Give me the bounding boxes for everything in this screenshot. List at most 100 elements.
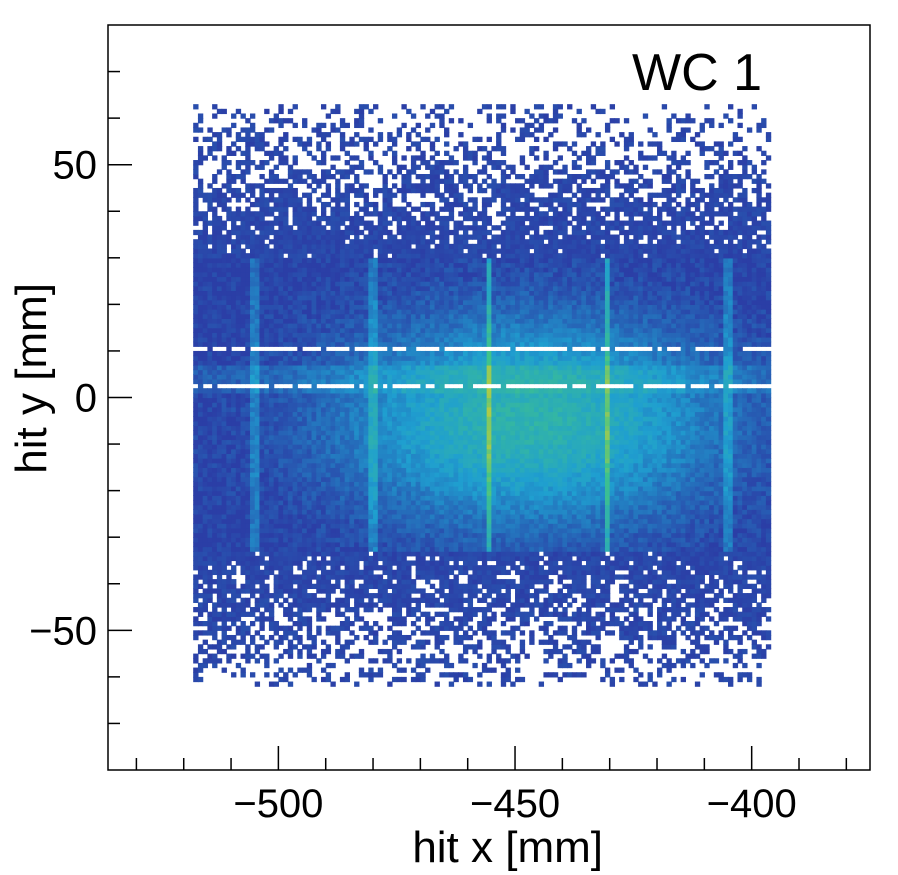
heatmap-bin bbox=[533, 569, 540, 576]
heatmap-bin bbox=[358, 453, 365, 459]
heatmap-bin bbox=[363, 476, 369, 482]
heatmap-bin bbox=[396, 504, 403, 510]
heatmap-bin bbox=[685, 485, 691, 492]
heatmap-bin bbox=[671, 630, 677, 636]
heatmap-bin bbox=[283, 532, 289, 538]
heatmap-bin bbox=[765, 569, 772, 576]
heatmap-bin bbox=[396, 658, 403, 664]
heatmap-bin bbox=[756, 607, 762, 613]
heatmap-bin bbox=[746, 499, 753, 506]
heatmap-bin bbox=[354, 476, 360, 482]
heatmap-bin bbox=[652, 490, 658, 496]
heatmap-bin bbox=[373, 448, 379, 454]
heatmap-bin bbox=[235, 523, 242, 529]
heatmap-bin bbox=[316, 583, 322, 590]
heatmap-bin bbox=[756, 662, 762, 669]
heatmap-bin bbox=[515, 495, 521, 501]
heatmap-bin bbox=[586, 611, 592, 617]
heatmap-bin bbox=[226, 602, 232, 608]
heatmap-bin bbox=[557, 439, 563, 445]
heatmap-bin bbox=[202, 458, 208, 464]
heatmap-bin bbox=[638, 625, 644, 631]
heatmap-bin bbox=[235, 467, 242, 473]
heatmap-bin bbox=[434, 485, 440, 492]
heatmap-bin bbox=[254, 523, 261, 529]
heatmap-bin bbox=[718, 672, 724, 678]
heatmap-bin bbox=[510, 583, 516, 590]
heatmap-bin bbox=[713, 472, 720, 478]
heatmap-bin bbox=[590, 541, 597, 548]
heatmap-bin bbox=[756, 509, 762, 515]
heatmap-bin bbox=[538, 537, 545, 543]
heatmap-bin bbox=[628, 448, 634, 454]
heatmap-bin bbox=[732, 448, 739, 454]
heatmap-bin bbox=[387, 509, 393, 515]
heatmap-bin bbox=[458, 537, 464, 543]
heatmap-bin bbox=[396, 467, 403, 473]
heatmap-bin bbox=[538, 485, 545, 492]
heatmap-bin bbox=[273, 453, 279, 459]
heatmap-bin bbox=[657, 527, 663, 534]
heatmap-bin bbox=[467, 597, 474, 603]
heatmap-bin bbox=[415, 472, 421, 478]
heatmap-bin bbox=[742, 518, 748, 524]
heatmap-bin bbox=[358, 672, 365, 678]
heatmap-bin bbox=[202, 472, 208, 478]
heatmap-bin bbox=[628, 513, 634, 520]
heatmap-bin bbox=[415, 560, 421, 566]
heatmap-bin bbox=[718, 569, 724, 576]
heatmap-bin bbox=[444, 611, 450, 617]
heatmap-bin bbox=[439, 523, 445, 529]
heatmap-bin bbox=[306, 625, 313, 631]
heatmap-bin bbox=[576, 444, 582, 450]
heatmap-bin bbox=[249, 565, 256, 571]
heatmap-bin bbox=[401, 444, 407, 450]
heatmap-bin bbox=[761, 611, 767, 617]
heatmap-bin bbox=[235, 639, 242, 645]
heatmap-bin bbox=[278, 490, 284, 496]
heatmap-bin bbox=[467, 448, 474, 454]
heatmap-bin bbox=[694, 593, 701, 599]
heatmap-bin bbox=[292, 458, 298, 464]
heatmap-bin bbox=[467, 537, 474, 543]
heatmap-bin bbox=[363, 458, 369, 464]
heatmap-bin bbox=[737, 676, 743, 683]
heatmap-bin bbox=[548, 472, 554, 478]
heatmap-bin bbox=[320, 472, 327, 478]
heatmap-bin bbox=[552, 467, 559, 473]
heatmap-bin bbox=[552, 476, 559, 482]
heatmap-bin bbox=[316, 495, 322, 501]
heatmap-bin bbox=[623, 625, 630, 631]
heatmap-bin bbox=[439, 621, 445, 627]
heatmap-bin bbox=[335, 579, 341, 585]
heatmap-bin bbox=[425, 537, 431, 543]
heatmap-bin bbox=[401, 565, 407, 571]
heatmap-bin bbox=[358, 546, 365, 552]
heatmap-bin bbox=[207, 579, 213, 585]
heatmap-bin bbox=[595, 513, 601, 520]
heatmap-bin bbox=[600, 453, 606, 459]
heatmap-bin bbox=[505, 644, 511, 650]
heatmap-bin bbox=[292, 560, 298, 566]
heatmap-bin bbox=[349, 444, 355, 450]
heatmap-bin bbox=[529, 574, 535, 580]
heatmap-bin bbox=[467, 453, 474, 459]
heatmap-bin bbox=[231, 583, 237, 590]
heatmap-bin bbox=[571, 439, 578, 445]
heatmap-bin bbox=[453, 574, 459, 580]
heatmap-bin bbox=[590, 495, 597, 501]
heatmap-bin bbox=[193, 667, 199, 673]
heatmap-bin bbox=[571, 616, 578, 622]
heatmap-bin bbox=[661, 541, 668, 548]
heatmap-bin bbox=[609, 513, 616, 520]
heatmap-bin bbox=[496, 551, 502, 557]
heatmap-bin bbox=[245, 560, 251, 566]
heatmap-bin bbox=[614, 560, 620, 566]
heatmap-bin bbox=[306, 616, 313, 622]
heatmap-bin bbox=[420, 467, 426, 473]
heatmap-bin bbox=[444, 602, 450, 608]
heatmap-bin bbox=[633, 583, 639, 590]
heatmap-bin bbox=[249, 490, 256, 496]
heatmap-bin bbox=[349, 551, 355, 557]
heatmap-bin bbox=[647, 607, 653, 613]
